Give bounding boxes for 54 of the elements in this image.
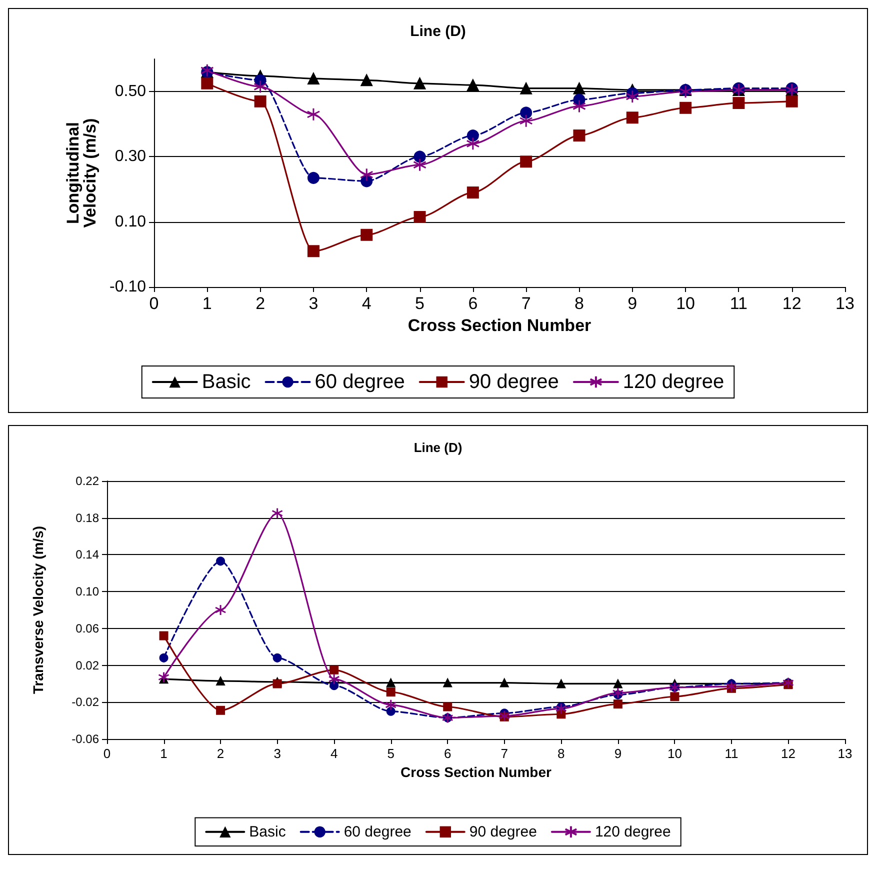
x-tick-label: 13 [838, 746, 852, 761]
x-tick-label: 8 [558, 746, 565, 761]
legend-label: 60 degree [314, 371, 405, 393]
x-tick-label: 5 [415, 294, 425, 313]
y-tick-label: 0.22 [76, 474, 100, 488]
y-tick-label: 0.18 [76, 510, 100, 525]
x-tick-label: 10 [667, 746, 682, 761]
x-axis-title: Cross Section Number [408, 316, 592, 335]
legend-label: 120 degree [594, 823, 671, 840]
y-axis-title: Longitudinal Velocity (m/s) [64, 118, 100, 228]
x-tick-label: 3 [308, 294, 318, 313]
x-tick-label: 10 [676, 294, 695, 313]
legend-label: Basic [202, 371, 251, 393]
y-tick-label: 0.10 [76, 584, 100, 599]
y-tick-label: 0.50 [114, 83, 146, 100]
y-tick-label: 0.06 [76, 621, 100, 636]
legend-label: 90 degree [468, 371, 559, 393]
x-tick-label: 12 [782, 294, 802, 313]
x-tick-label: 7 [500, 746, 508, 761]
y-axis-title: Transverse Velocity (m/s) [30, 526, 46, 694]
chart-title: Line (D) [414, 440, 462, 455]
x-tick-label: 11 [724, 746, 738, 761]
x-tick-label: 4 [362, 294, 372, 313]
x-tick-label: 0 [149, 294, 159, 313]
x-tick-label: 11 [730, 294, 748, 313]
y-tick-label: 0.30 [114, 148, 146, 166]
x-tick-label: 6 [444, 746, 452, 761]
x-tick-label: 9 [628, 294, 638, 313]
x-tick-label: 6 [468, 294, 478, 313]
chart-title: Line (D) [410, 23, 466, 40]
legend-label: 60 degree [344, 823, 412, 840]
x-axis-title: Cross Section Number [400, 764, 552, 780]
legend-label: Basic [249, 823, 286, 840]
legend-label: 120 degree [622, 371, 724, 393]
x-tick-label: 1 [202, 294, 212, 313]
x-tick-label: 4 [330, 746, 338, 761]
y-tick-label: 0.02 [76, 658, 100, 672]
x-tick-label: 5 [387, 746, 394, 761]
x-tick-label: 8 [574, 294, 584, 313]
x-tick-label: 7 [521, 294, 531, 313]
y-tick-label: 0.10 [114, 213, 146, 230]
y-tick-label: -0.10 [110, 278, 146, 296]
y-tick-label: -0.02 [72, 695, 100, 710]
x-tick-label: 3 [274, 746, 281, 761]
x-tick-label: 0 [103, 746, 111, 761]
x-tick-label: 1 [160, 746, 168, 761]
x-tick-label: 12 [780, 746, 796, 761]
x-tick-label: 13 [836, 294, 854, 313]
legend-label: 90 degree [469, 823, 537, 840]
y-tick-label: 0.14 [76, 548, 100, 562]
y-tick-label: -0.06 [72, 732, 100, 746]
x-tick-label: 2 [216, 746, 224, 761]
x-tick-label: 2 [256, 294, 266, 313]
x-tick-label: 9 [614, 746, 622, 761]
